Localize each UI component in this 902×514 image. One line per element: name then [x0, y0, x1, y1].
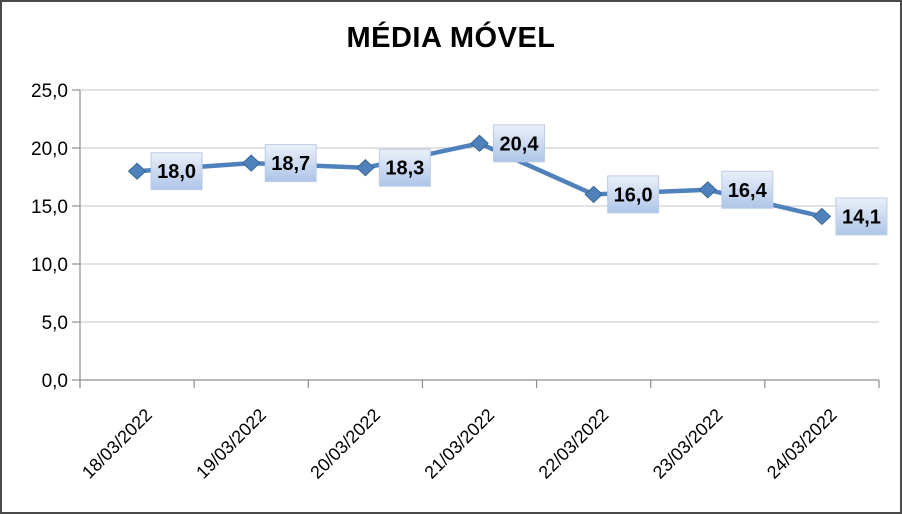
- data-point-marker: [584, 185, 603, 204]
- data-label-box: [835, 197, 888, 236]
- data-label-box: [264, 144, 317, 183]
- data-point-marker: [241, 154, 261, 172]
- data-label-box: [493, 124, 545, 163]
- data-label-text: 20,4: [500, 133, 540, 155]
- x-tick-label: 19/03/2022: [192, 405, 270, 483]
- data-point-marker: [812, 207, 832, 226]
- data-label-text: 14,1: [842, 206, 881, 228]
- data-point-marker: [356, 159, 375, 177]
- data-point-marker: [698, 181, 718, 199]
- data-label-box: [721, 170, 774, 209]
- data-label-text: 18,3: [385, 158, 424, 180]
- data-label-box: [150, 152, 203, 191]
- series-layer: [127, 134, 832, 226]
- data-label-text: 18,7: [271, 153, 310, 175]
- y-tick-label: 5,0: [42, 313, 68, 334]
- y-tick-label: 10,0: [31, 255, 68, 276]
- x-tick-label: 22/03/2022: [535, 405, 613, 483]
- x-tick-label: 20/03/2022: [306, 405, 384, 483]
- y-tick-label: 20,0: [31, 139, 68, 160]
- chart-title: MÉDIA MÓVEL: [346, 22, 556, 54]
- x-tick-label: 18/03/2022: [78, 405, 156, 483]
- data-line: [134, 141, 825, 219]
- axes-layer: [72, 89, 880, 388]
- x-tick-label: 23/03/2022: [649, 405, 727, 483]
- x-tick-label: 24/03/2022: [763, 405, 841, 483]
- y-tick-label: 0,0: [42, 371, 68, 392]
- data-label-box: [607, 175, 660, 214]
- data-label-text: 16,0: [614, 184, 653, 206]
- data-point-marker: [470, 134, 489, 153]
- data-label-text: 16,4: [728, 180, 768, 202]
- y-tick-label: 25,0: [31, 81, 68, 102]
- x-tick-label: 21/03/2022: [420, 405, 498, 483]
- data-labels-layer: 18,0 18,7 18,3 20,4 16,0 16,4 14,1: [150, 124, 888, 236]
- tick-labels-layer: 25,0 20,0 15,0 10,0 5,0 0,0 18/03/2022 19/03/20…: [31, 81, 841, 483]
- y-tick-label: 15,0: [31, 197, 68, 218]
- data-label-box: [378, 148, 431, 187]
- data-label-text: 18,0: [157, 161, 196, 183]
- data-point-marker: [127, 162, 147, 180]
